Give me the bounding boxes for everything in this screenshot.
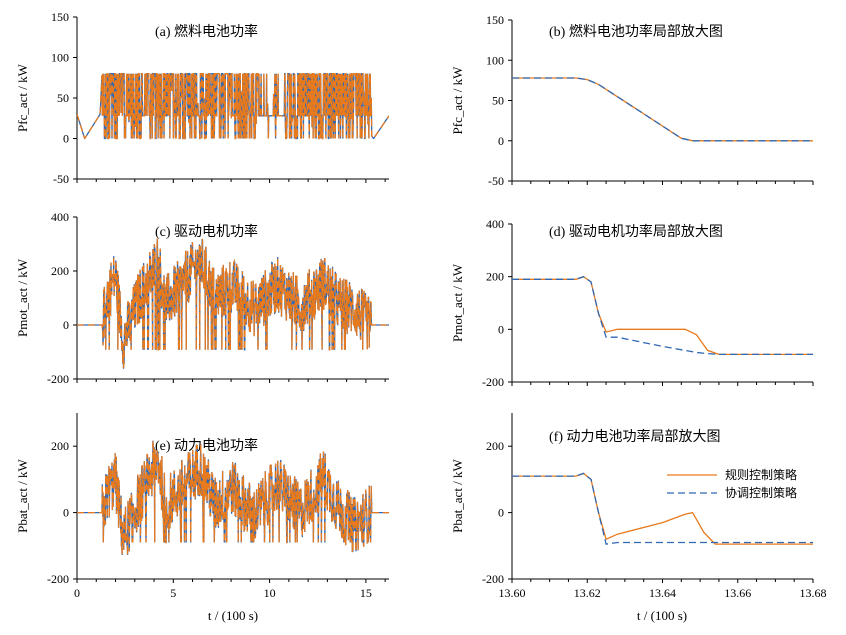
y-tick-label: 50 [492, 94, 504, 108]
x-tick-label: 13.64 [649, 586, 676, 600]
y-tick-label: 0 [63, 132, 69, 146]
panel-c: 400 200 0 -200 Pmot_act / kW (c) 驱动电机功率 [15, 210, 389, 386]
y-tick-label: 0 [498, 322, 504, 336]
y-axis-label: Pbat_act / kW [450, 458, 465, 532]
y-tick-label: 200 [51, 439, 69, 453]
chart-title: (b) 燃料电池功率局部放大图 [549, 23, 723, 40]
y-tick-label: 200 [486, 439, 504, 453]
y-axis-label: Pfc_act / kW [15, 63, 30, 132]
series-line-rule [77, 440, 389, 556]
y-tick-label: 200 [486, 270, 504, 284]
x-tick-label: 13.66 [724, 586, 751, 600]
y-tick-label: 0 [498, 506, 504, 520]
series-line-rule [512, 472, 813, 545]
y-tick-label: -200 [47, 572, 69, 586]
chart-title: (f) 动力电池功率局部放大图 [549, 428, 721, 445]
y-axis-label: Pmot_act / kW [15, 258, 30, 337]
series-line-coordinated [512, 275, 813, 356]
chart-title: (a) 燃料电池功率 [155, 23, 258, 40]
chart-title: (e) 动力电池功率 [155, 437, 258, 454]
y-tick-label: 100 [486, 53, 504, 67]
x-tick-label: 13.60 [499, 586, 526, 600]
series-group [77, 73, 389, 140]
chart-title: (d) 驱动电机功率局部放大图 [549, 223, 723, 240]
series-group [77, 238, 389, 369]
y-axis-label: Pfc_act / kW [450, 66, 465, 135]
series-line-rule [512, 77, 813, 142]
y-tick-label: -200 [482, 572, 504, 586]
series-group [512, 275, 813, 356]
y-tick-label: 0 [63, 318, 69, 332]
x-axis-label-left: t / (100 s) [208, 608, 258, 623]
series-line-coordinated [512, 472, 813, 545]
series-group [77, 440, 389, 556]
x-tick-label: 13.62 [574, 586, 601, 600]
y-tick-label: 0 [63, 506, 69, 520]
legend-label: 协调控制策略 [725, 485, 797, 500]
y-tick-label: 100 [51, 51, 69, 65]
y-tick-label: 0 [498, 134, 504, 148]
y-tick-label: 400 [486, 217, 504, 231]
series-line-rule [77, 238, 389, 369]
x-tick-label: 5 [170, 586, 176, 600]
legend-label: 规则控制策略 [725, 467, 797, 482]
y-tick-label: -200 [47, 372, 69, 386]
y-tick-label: 150 [51, 10, 69, 24]
series-group [512, 77, 813, 142]
y-axis-label: Pbat_act / kW [15, 458, 30, 532]
y-tick-label: -200 [482, 375, 504, 389]
y-tick-label: 50 [57, 91, 69, 105]
x-tick-label: 13.68 [800, 586, 827, 600]
y-tick-label: 200 [51, 264, 69, 278]
series-line-rule [512, 275, 813, 356]
series-line-rule [77, 73, 389, 140]
panel-e: 200 0 -200 0 5 10 15 Pbat_act / kW (e) 动力电池功率 [15, 413, 389, 600]
x-tick-label: 0 [74, 586, 80, 600]
x-tick-label: 15 [360, 586, 372, 600]
y-tick-label: 400 [51, 210, 69, 224]
panel-b: 150 100 50 0 -50 Pfc_act / kW (b) 燃料电池功率局部放大图 [450, 13, 814, 188]
x-tick-label: 10 [264, 586, 276, 600]
y-tick-label: -50 [488, 174, 504, 188]
panel-a: 150 100 50 0 -50 Pfc_act / kW (a) 燃料电池功率 [15, 10, 389, 186]
panel-d: 400 200 0 -200 Pmot_act / kW (d) 驱动电机功率局部放大图 [450, 217, 814, 389]
y-tick-label: -50 [53, 172, 69, 186]
series-group [512, 472, 813, 545]
series-line-coordinated [512, 77, 813, 142]
x-axis-label-right: t / (100 s) [637, 608, 687, 623]
y-tick-label: 150 [486, 13, 504, 27]
chart-title: (c) 驱动电机功率 [155, 223, 258, 240]
y-axis-label: Pmot_act / kW [450, 263, 465, 342]
